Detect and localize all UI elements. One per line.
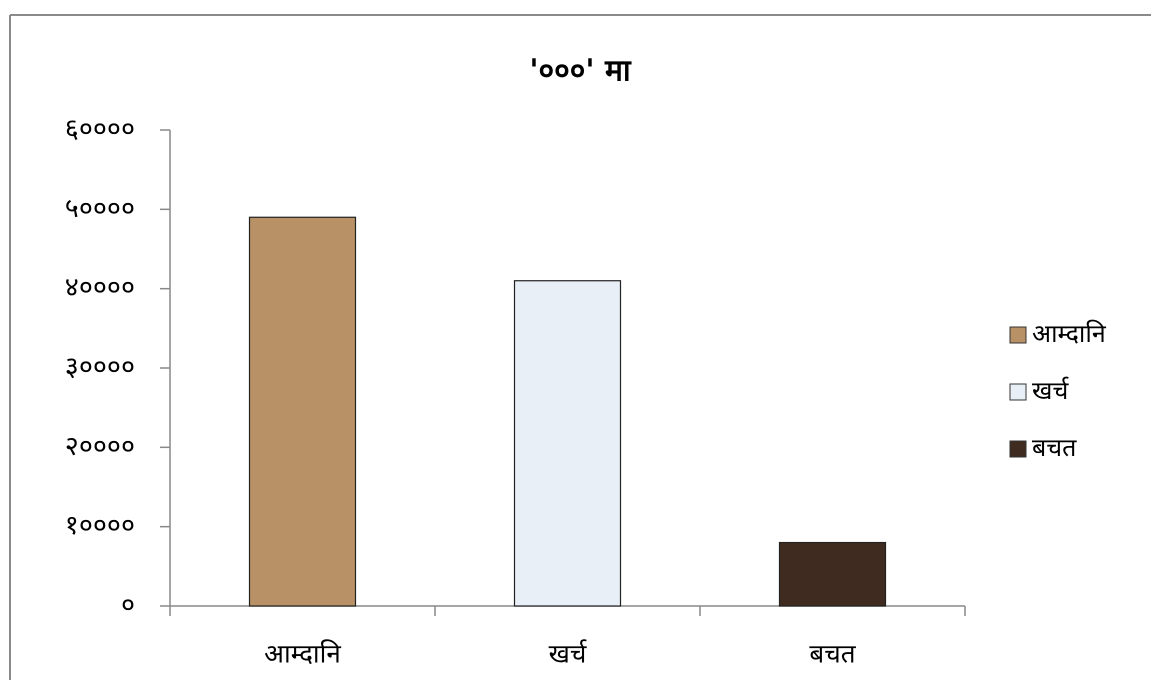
- legend-swatch: [1009, 440, 1027, 458]
- x-tick-label: बचत: [809, 640, 856, 670]
- bar: [513, 280, 622, 607]
- y-tick-label: १००००: [65, 510, 135, 541]
- legend-label: आम्दानि: [1032, 319, 1107, 348]
- legend-swatch: [1009, 383, 1027, 401]
- legend-label: बचत: [1032, 433, 1077, 462]
- y-tick-label: ३००००: [65, 352, 135, 383]
- y-tick-label: ४००००: [65, 272, 135, 303]
- y-tick-label: ५००००: [65, 193, 135, 224]
- x-tick-label: खर्च: [549, 639, 588, 670]
- legend-label: खर्च: [1032, 376, 1069, 405]
- y-tick-label: २००००: [65, 431, 135, 462]
- y-tick-label: ०: [121, 590, 135, 621]
- bar: [248, 216, 357, 607]
- y-tick-label: ६००००: [65, 114, 135, 145]
- chart-title: '०००' मा: [529, 54, 632, 89]
- bar: [778, 541, 887, 607]
- x-tick-label: आम्दानि: [264, 639, 341, 670]
- legend-swatch: [1009, 326, 1027, 344]
